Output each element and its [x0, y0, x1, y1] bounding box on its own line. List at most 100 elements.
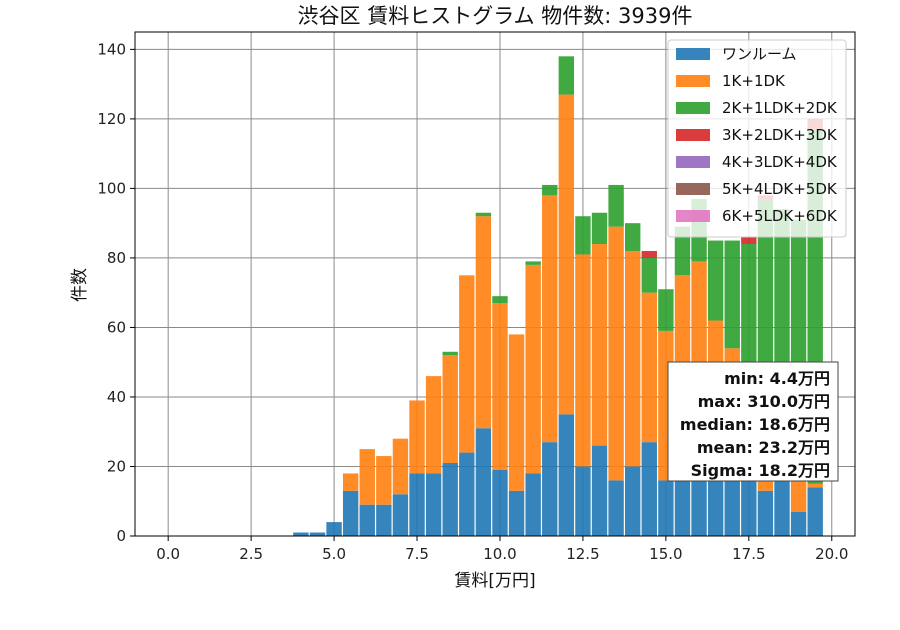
bar-segment: [625, 466, 641, 536]
bar-segment: [790, 511, 807, 536]
x-tick-label: 10.0: [483, 545, 516, 563]
legend-swatch: [676, 183, 710, 195]
legend-entry: 2K+1LDK+2DK: [722, 99, 838, 117]
bar-segment: [459, 452, 475, 536]
bar-segment: [707, 240, 724, 321]
x-tick-label: 12.5: [566, 545, 599, 563]
bar-segment: [492, 296, 508, 304]
bar-segment: [525, 473, 541, 536]
bar-segment: [641, 442, 657, 536]
bar-segment: [542, 184, 558, 196]
stats-line: Sigma: 18.2万円: [691, 461, 830, 480]
bar-segment: [392, 494, 409, 536]
x-axis-label: 賃料[万円]: [454, 571, 535, 591]
bar-segment: [359, 449, 375, 505]
bar-segment: [591, 212, 608, 245]
bar-segment: [674, 480, 691, 536]
bar-segment: [492, 303, 508, 470]
bar-segment: [558, 56, 575, 95]
y-tick-label: 120: [97, 110, 126, 128]
bar-segment: [641, 292, 657, 443]
bar-segment: [641, 257, 657, 293]
bar-segment: [475, 428, 492, 536]
bar-segment: [342, 473, 359, 491]
bar-segment: [741, 476, 757, 536]
legend-swatch: [676, 48, 710, 60]
bar-segment: [459, 275, 475, 453]
bar-segment: [475, 212, 492, 217]
bar-segment: [658, 289, 674, 331]
stats-box: [667, 361, 839, 482]
bar-segment: [425, 376, 442, 474]
bar-segment: [542, 195, 558, 443]
legend-swatch: [676, 102, 710, 114]
bar-segment: [542, 442, 558, 536]
stats-line: mean: 23.2万円: [697, 438, 830, 457]
bar-segment: [475, 216, 492, 429]
stats-line: min: 4.4万円: [724, 369, 830, 388]
legend-entry: 6K+5LDK+6DK: [722, 207, 838, 225]
bar-segment: [641, 250, 657, 258]
bar-segment: [575, 216, 591, 255]
plot-area: 0.0 2.5 5.0 7.5 10.0 12.5 15.0 17.5 20.0 0 20 40 60 8…: [97, 31, 856, 563]
bar-segment: [591, 244, 608, 446]
x-tick-label: 5.0: [322, 545, 346, 563]
bar-segment: [724, 240, 740, 349]
bar-segment: [376, 456, 392, 505]
legend-swatch: [676, 75, 710, 87]
y-tick-label: 40: [107, 388, 126, 406]
x-tick-label: 17.5: [732, 545, 765, 563]
bar-segment: [807, 487, 823, 536]
x-tick-label: 2.5: [239, 545, 263, 563]
legend-entry: 5K+4LDK+5DK: [722, 180, 838, 198]
bar-segment: [342, 490, 359, 536]
stats-line: max: 310.0万円: [698, 392, 830, 411]
bar-segment: [508, 490, 525, 536]
bar-segment: [658, 480, 674, 536]
bar-segment: [558, 414, 575, 536]
bar-segment: [326, 522, 342, 536]
y-tick-label: 140: [97, 40, 126, 58]
y-tick-label: 20: [107, 457, 126, 475]
bar-segment: [359, 504, 375, 536]
bar-segment: [625, 250, 641, 467]
y-tick-label: 60: [107, 318, 126, 336]
legend-entry: 4K+3LDK+4DK: [722, 153, 838, 171]
y-axis-label: 件数: [70, 268, 90, 302]
bar-segment: [409, 473, 425, 536]
bar-segment: [691, 466, 707, 536]
plot-frame: [134, 31, 856, 537]
bar-segment: [525, 264, 541, 474]
bar-segment: [409, 400, 425, 474]
bar-segment: [741, 237, 757, 245]
bar-segment: [492, 469, 508, 536]
bar-segment: [625, 223, 641, 251]
legend-box: [667, 39, 847, 238]
x-tick-label: 15.0: [649, 545, 682, 563]
chart-title: 渋谷区 賃料ヒストグラム 物件数: 3939件: [298, 4, 693, 28]
bar-segment: [376, 504, 392, 536]
bar-segment: [508, 334, 525, 491]
bar-segment: [774, 476, 790, 536]
bar-segment: [674, 226, 691, 276]
bar-segment: [558, 94, 575, 415]
bar-segment: [807, 483, 823, 488]
bar-segment: [608, 226, 624, 481]
bar-segment: [591, 445, 608, 536]
legend-entry: ワンルーム: [722, 45, 797, 63]
bar-segment: [757, 490, 774, 536]
bar-segment: [425, 473, 442, 536]
y-tick-label: 100: [97, 179, 126, 197]
bar-segment: [442, 463, 458, 536]
bar-segment: [392, 438, 409, 495]
legend-swatch: [676, 156, 710, 168]
bar-segment: [575, 466, 591, 536]
stats-line: median: 18.6万円: [680, 415, 830, 434]
bar-segment: [309, 532, 326, 536]
bar-segment: [608, 480, 624, 536]
bar-segment: [442, 355, 458, 464]
bar-segment: [575, 254, 591, 467]
y-tick-label: 80: [107, 249, 126, 267]
y-tick-label: 0: [116, 527, 126, 545]
